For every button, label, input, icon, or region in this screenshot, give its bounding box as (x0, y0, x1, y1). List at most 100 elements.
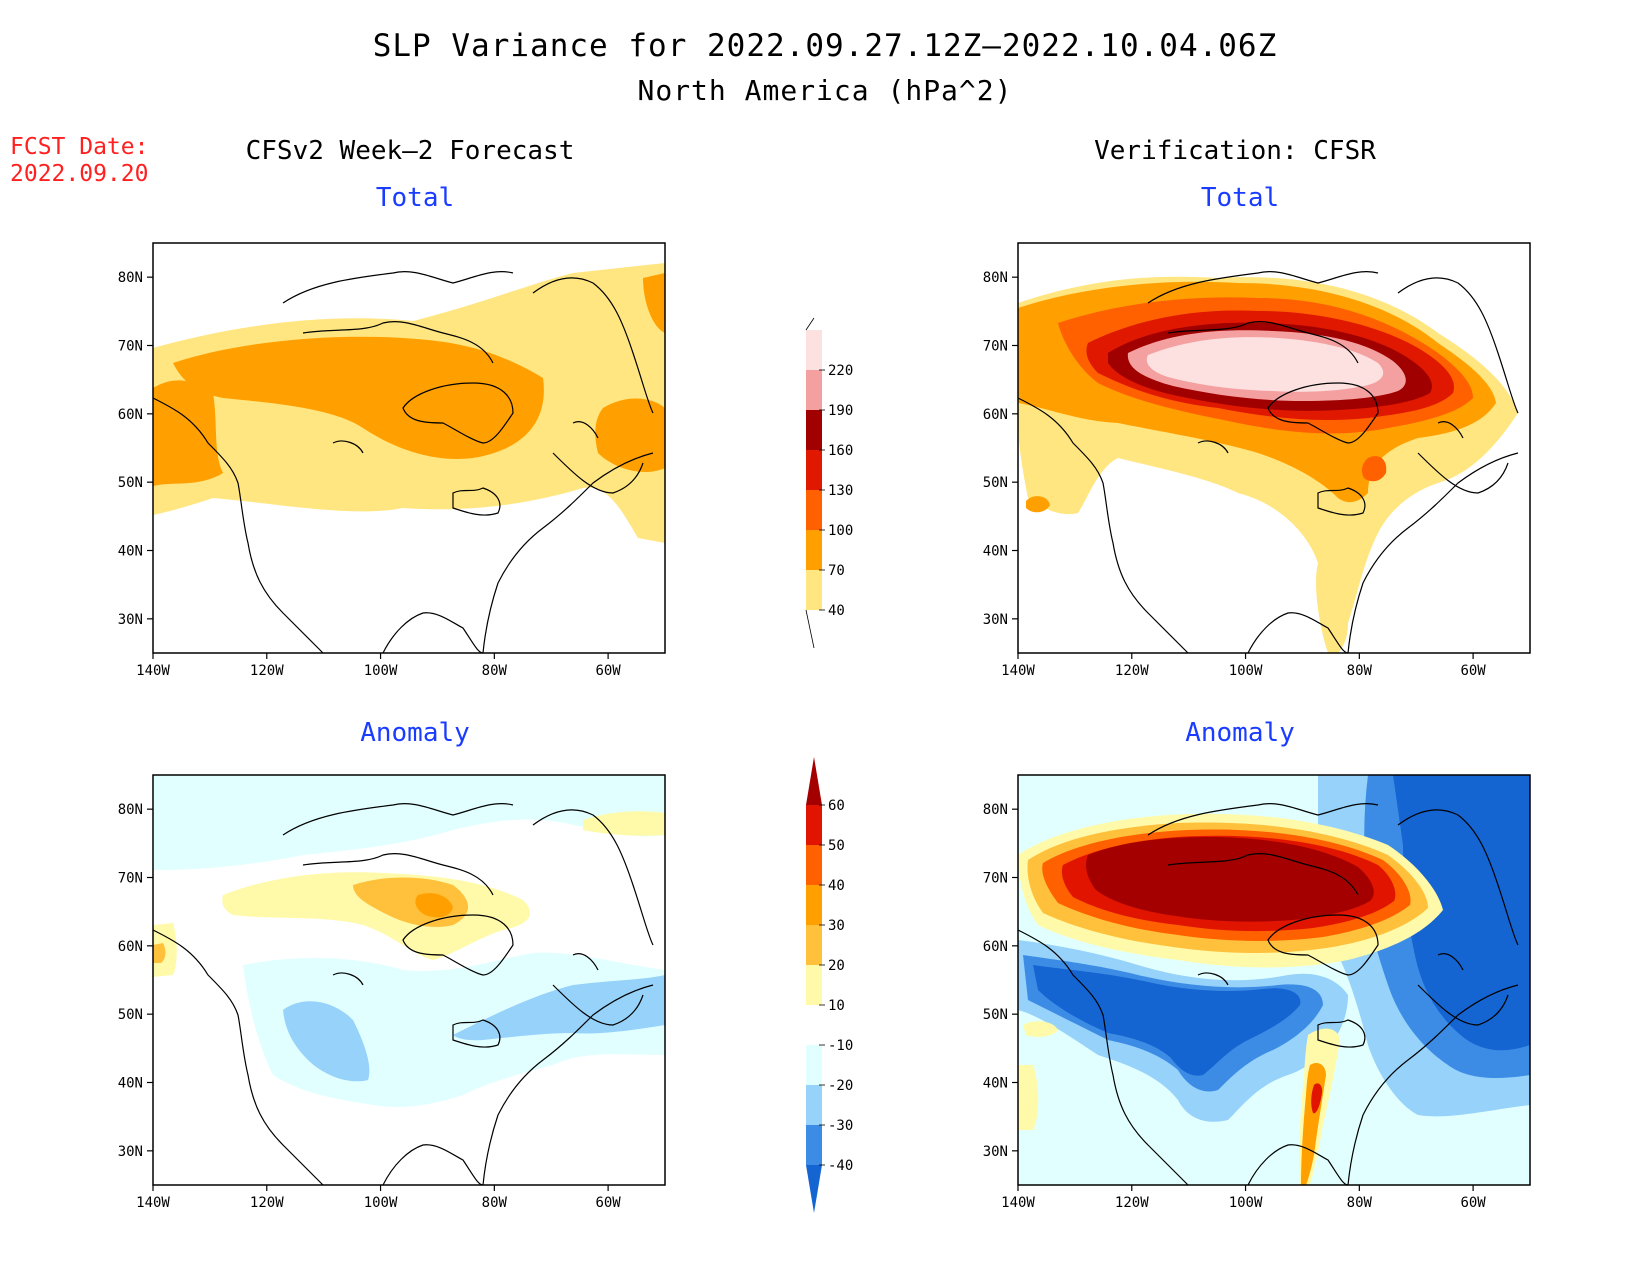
verification-column-title: Verification: CFSR (1094, 136, 1376, 166)
lat-label: 80N (983, 270, 1008, 286)
lat-label: 50N (983, 1007, 1008, 1023)
lat-label: 70N (118, 339, 143, 355)
lat-label: 30N (118, 1144, 143, 1160)
colorbar-top-cap (805, 317, 815, 331)
forecast-total-fill (153, 263, 665, 543)
lat-label: 40N (118, 1076, 143, 1092)
lat-label: 60N (118, 939, 143, 955)
colorbar-segment (806, 330, 822, 370)
verification-anomaly-coastlines (1017, 803, 1519, 1186)
colorbar-label: 220 (828, 363, 853, 379)
colorbar-label: 160 (828, 443, 853, 459)
colorbar-segment (806, 805, 822, 845)
lon-label: 80W (482, 1195, 508, 1211)
colorbar-label: 60 (828, 798, 845, 814)
colorbar-segment (806, 370, 822, 410)
verification-anomaly-fill (1018, 775, 1530, 1185)
forecast-anomaly-title: Anomaly (360, 718, 470, 748)
verification-anomaly-band-n40-west (1033, 965, 1301, 1076)
colorbar-label: 100 (828, 523, 853, 539)
lon-label: 100W (1229, 663, 1263, 679)
forecast-total-coastlines (152, 271, 654, 654)
forecast-anomaly-band-p20-w (153, 943, 166, 963)
lat-label: 40N (118, 544, 143, 560)
colorbar-segment (806, 1045, 822, 1085)
forecast-total-band-70-west (153, 380, 223, 486)
main-subtitle: North America (hPa^2) (637, 74, 1013, 107)
verification-anomaly-band-p10-w (1018, 1065, 1039, 1130)
lon-label: 120W (1115, 663, 1149, 679)
colorbar-segment (806, 1165, 822, 1213)
lon-label: 100W (1229, 1195, 1263, 1211)
verification-anomaly-band-p60 (1086, 837, 1374, 922)
lat-label: 70N (118, 871, 143, 887)
verification-anomaly-title: Anomaly (1185, 718, 1295, 748)
verification-anomaly-band-p10-w2 (1023, 1021, 1058, 1038)
verification-total-coastlines (1017, 271, 1519, 654)
lat-label: 50N (118, 1007, 143, 1023)
lat-label: 80N (118, 802, 143, 818)
colorbar-label: 40 (828, 878, 845, 894)
verification-total-band-70-pocket (1026, 496, 1050, 513)
forecast-anomaly-frame (152, 774, 666, 1186)
colorbar-label: 20 (828, 958, 845, 974)
forecast-total-frame (152, 242, 666, 654)
forecast-anomaly-map: 80N 70N 60N 50N 40N 30N 140W 120W 100W 80W 60W (118, 774, 666, 1211)
lon-label: 60W (1460, 663, 1486, 679)
colorbar-segment (806, 845, 822, 885)
colorbar-label: 30 (828, 918, 845, 934)
forecast-total-band-70-east (595, 398, 665, 473)
lat-label: 80N (983, 802, 1008, 818)
verification-total-frame (1017, 242, 1531, 654)
lat-label: 60N (983, 407, 1008, 423)
forecast-anomaly-fill (153, 775, 665, 1107)
colorbar-label: 50 (828, 838, 845, 854)
forecast-anomaly-band-n20-west (283, 1001, 370, 1082)
lon-label: 140W (136, 663, 170, 679)
verification-total-band-100-pocket (1361, 456, 1387, 482)
lon-label: 140W (136, 1195, 170, 1211)
verification-total-title: Total (1200, 183, 1280, 213)
lat-label: 30N (983, 1144, 1008, 1160)
lat-label: 60N (118, 407, 143, 423)
forecast-anomaly-band-n10-north (153, 775, 665, 870)
lon-label: 100W (364, 663, 398, 679)
verification-anomaly-band-n40-east (1393, 775, 1530, 1051)
lon-label: 120W (250, 1195, 284, 1211)
forecast-column-title: CFSv2 Week–2 Forecast (245, 136, 575, 166)
lon-label: 60W (595, 663, 621, 679)
lat-label: 50N (118, 475, 143, 491)
forecast-anomaly-coastlines (152, 803, 654, 1186)
lon-label: 60W (1460, 1195, 1486, 1211)
colorbar-segment (806, 965, 822, 1005)
lat-label: 80N (118, 270, 143, 286)
verification-anomaly-band-p50-coast (1311, 1083, 1323, 1114)
colorbar-segment (806, 570, 822, 610)
colorbar-label: 10 (828, 998, 845, 1014)
colorbar-label: -20 (828, 1078, 853, 1094)
verification-total-fill (1018, 276, 1518, 653)
colorbar-segment (806, 1085, 822, 1125)
colorbar-bottom-cap (805, 609, 815, 649)
colorbar-label: 40 (828, 603, 845, 619)
lat-label: 70N (983, 339, 1008, 355)
colorbar-segment (806, 450, 822, 490)
forecast-total-map: 80N 70N 60N 50N 40N 30N 140W 120W 100W 80W 60W (118, 242, 666, 679)
forecast-anomaly-band-p30 (415, 893, 453, 918)
forecast-anomaly-band-n20-east (453, 975, 665, 1041)
verification-anomaly-map: 80N 70N 60N 50N 40N 30N 140W 120W 100W 80W 60W (983, 774, 1531, 1211)
anomaly-colorbar: -40 -30 -20 -10 10 20 30 40 50 60 (806, 757, 853, 1213)
lon-label: 80W (1347, 1195, 1373, 1211)
lat-label: 40N (983, 544, 1008, 560)
colorbar-segment (806, 885, 822, 925)
lon-label: 80W (1347, 663, 1373, 679)
main-title: SLP Variance for 2022.09.27.12Z–2022.10.… (372, 28, 1278, 64)
lat-label: 50N (983, 475, 1008, 491)
lat-label: 40N (983, 1076, 1008, 1092)
forecast-total-title: Total (375, 183, 455, 213)
total-colorbar: 40 70 100 130 160 190 220 (805, 317, 853, 649)
colorbar-segment (806, 925, 822, 965)
forecast-total-band-70-center (173, 336, 544, 459)
forecast-date-value: 2022.09.20 (10, 161, 149, 187)
lon-label: 120W (250, 663, 284, 679)
